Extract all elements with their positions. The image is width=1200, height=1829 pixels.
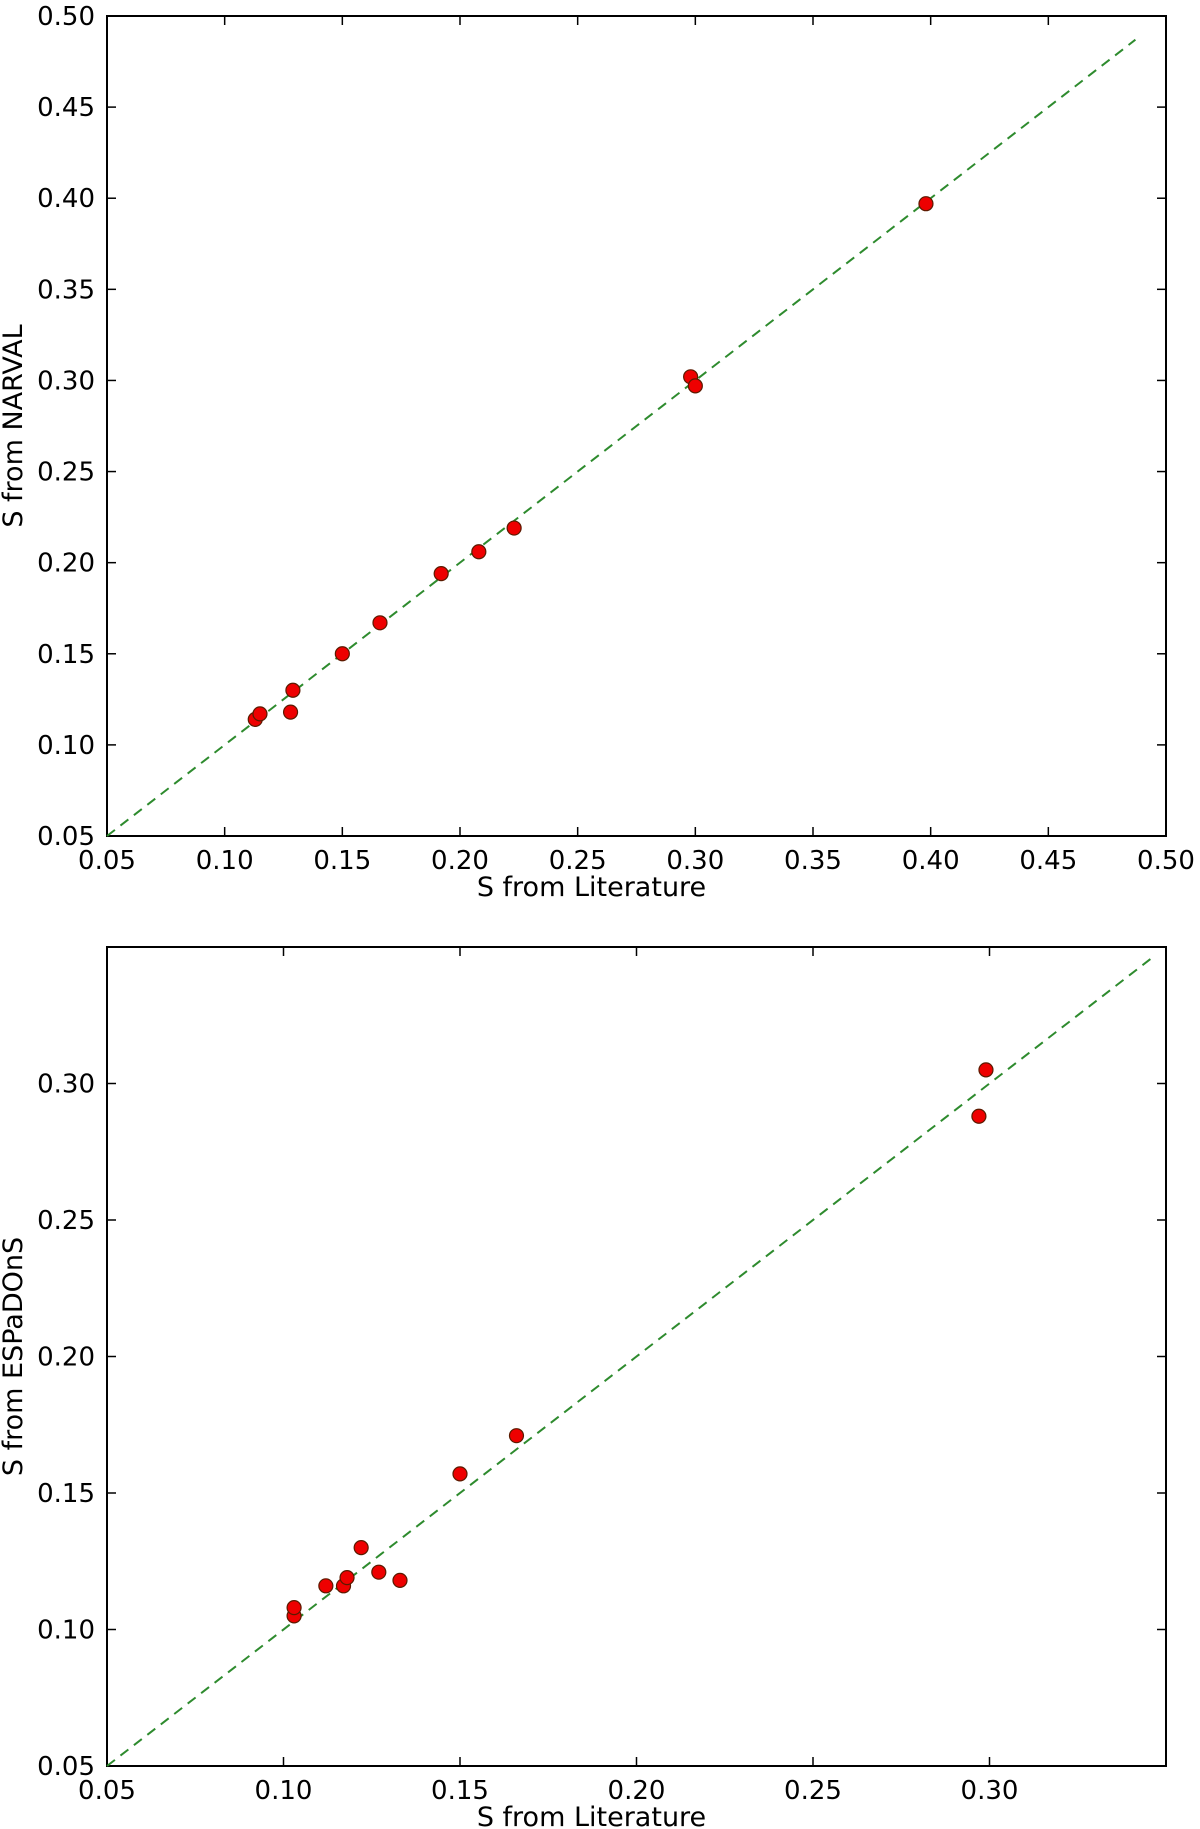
x-tick-label: 0.15 [431,1776,489,1806]
data-point [282,704,299,720]
data-point [471,544,487,560]
y-axis-label: S from NARVAL [0,324,29,527]
y-tick-label: 0.15 [37,640,95,670]
y-tick-label: 0.20 [37,549,95,579]
y-tick-label: 0.50 [37,2,95,32]
data-point [971,1108,987,1124]
y-tick-label: 0.45 [37,93,95,123]
x-tick-label: 0.05 [78,1776,136,1806]
panel-narval: 0.05 0.10 0.15 0.20 0.25 0.30 0.35 0.40 0.45 0.50… [0,2,1195,903]
x-tick-label: 0.35 [784,846,842,876]
x-axis-label: S from Literature [477,872,706,903]
panel-espadons: 0.05 0.10 0.15 0.20 0.25 0.30 0.05 0.10 0.15 0.20… [0,946,1167,1829]
x-tick-label: 0.30 [961,1776,1019,1806]
y-tick-label: 0.30 [37,366,95,396]
data-point [285,682,301,698]
x-tick-label: 0.45 [1019,846,1077,876]
data-point [334,646,350,662]
x-tick-label: 0.40 [902,846,960,876]
y-tick-label: 0.15 [37,1479,95,1509]
data-point [433,565,449,582]
data-point [506,520,522,536]
y-tick-label: 0.10 [37,731,95,761]
x-tick-label: 0.10 [196,846,254,876]
x-tick-label: 0.10 [255,1776,313,1806]
data-point [372,615,388,631]
x-tick-label: 0.30 [666,846,724,876]
y-tick-label: 0.35 [37,275,95,305]
y-tick-label: 0.20 [37,1343,95,1373]
x-tick-label: 0.50 [1137,846,1195,876]
x-tick-label: 0.20 [431,846,489,876]
data-point [918,196,934,212]
y-tick-label: 0.40 [37,184,95,214]
data-point [687,378,703,394]
x-tick-label: 0.05 [78,846,136,876]
data-point [508,1428,525,1444]
plot-frame [106,15,1167,837]
data-point [392,1572,408,1588]
y-tick-label: 0.30 [37,1070,95,1100]
y-tick-label: 0.25 [37,458,95,488]
x-tick-label: 0.25 [784,1776,842,1806]
data-point [452,1466,468,1482]
reference-line [106,957,1153,1767]
data-point [371,1564,387,1580]
data-point [978,1062,994,1078]
data-point [339,1570,355,1586]
y-tick-label: 0.10 [37,1616,95,1646]
y-tick-label: 0.25 [37,1206,95,1236]
reference-line [106,38,1137,837]
x-tick-label: 0.25 [549,846,607,876]
y-tick-label: 0.05 [37,1752,95,1782]
data-point [252,706,268,722]
x-tick-label: 0.20 [608,1776,666,1806]
y-tick-label: 0.05 [37,822,95,852]
y-axis-label: S from ESPaDOnS [0,1237,29,1476]
x-tick-label: 0.15 [313,846,371,876]
data-point [286,1600,302,1616]
data-point [318,1578,334,1594]
data-point [353,1539,369,1556]
x-axis-label: S from Literature [477,1802,706,1829]
